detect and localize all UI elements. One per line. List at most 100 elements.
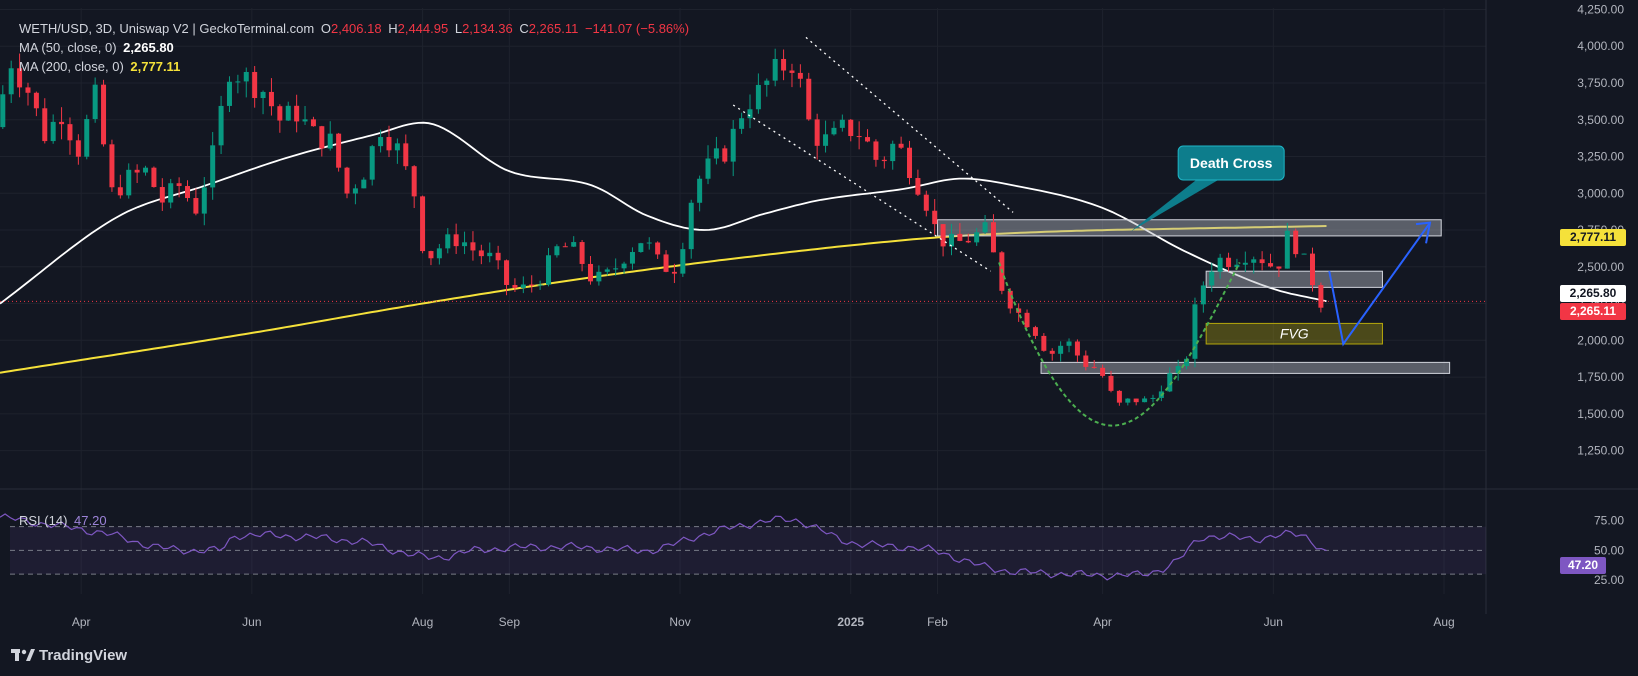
candle-body [462, 242, 468, 247]
time-axis[interactable]: Apr Jun Aug Sep Nov 2025 Feb Apr Jun Aug [72, 615, 1455, 629]
rsi-tick-label: 50.00 [1594, 543, 1624, 557]
death-cross-pointer [1130, 180, 1219, 232]
candle-body [957, 233, 963, 241]
candle-body [176, 183, 182, 187]
ma50-line [0, 121, 1327, 305]
candle-body [235, 81, 241, 83]
candle-body [302, 119, 308, 122]
candle-body [940, 224, 946, 247]
candle-body [839, 119, 845, 128]
candle-body [420, 196, 426, 252]
candle-body [92, 84, 98, 120]
rsi-legend[interactable]: RSI (14) 47.20 [19, 513, 110, 528]
candle-body [1301, 253, 1307, 255]
candle-body [604, 269, 610, 272]
candle-body [84, 119, 90, 157]
candle-body [1100, 367, 1106, 376]
candle-body [1116, 390, 1122, 403]
candle-body [596, 271, 602, 282]
rsi-value-badge: 47.20 [1560, 557, 1606, 574]
candle-body [520, 284, 526, 288]
price-tick-label: 1,750.00 [1577, 370, 1624, 384]
symbol-title[interactable]: WETH/USD, 3D, Uniswap V2 | GeckoTerminal… [19, 21, 315, 36]
candle-body [772, 58, 778, 81]
candle-body [629, 252, 635, 264]
candle-body [1066, 341, 1072, 346]
candle-body [478, 250, 484, 257]
candle-body [1226, 257, 1232, 268]
candle-body [226, 81, 232, 106]
candle-body [865, 137, 871, 142]
ma200-legend[interactable]: MA (200, close, 0) 2,777.11 [19, 59, 183, 74]
candle-body [881, 159, 887, 162]
high-value: 2,444.95 [397, 21, 449, 36]
close-label: C [519, 21, 529, 36]
candle-body [126, 169, 132, 196]
ma200-series [0, 225, 1327, 374]
candle-body [101, 84, 107, 145]
candle-body [856, 136, 862, 138]
candle-body [1318, 285, 1324, 308]
candle-body [1142, 398, 1148, 403]
time-tick-label: Jun [1264, 615, 1283, 629]
resistance-zone [936, 219, 1442, 237]
candle-body [764, 80, 770, 85]
candle-body [554, 246, 560, 256]
candle-body [1259, 259, 1265, 264]
high-label: H [388, 21, 398, 36]
candle-body [369, 146, 375, 180]
ma50-legend[interactable]: MA (50, close, 0) 2,265.80 [19, 40, 177, 55]
candle-body [529, 284, 535, 286]
candle-body [117, 187, 123, 196]
projection-arrowhead [1415, 221, 1432, 244]
candle-body [193, 198, 199, 214]
close-value: 2,265.11 [528, 21, 579, 36]
candle-body [109, 144, 115, 188]
candle-body [201, 187, 207, 214]
tradingview-logo-icon [11, 649, 35, 661]
candle-body [671, 271, 677, 274]
time-tick-label: Nov [669, 615, 690, 629]
candle-body [1276, 266, 1282, 269]
low-value: 2,134.36 [462, 21, 513, 36]
death-cross-label: Death Cross [1190, 155, 1273, 171]
candle-body [948, 233, 954, 247]
candle-body [411, 166, 417, 197]
candle-body [806, 78, 812, 120]
candles [0, 48, 1324, 406]
rsi-label: RSI (14) [19, 513, 68, 528]
candle-body [890, 143, 896, 162]
candle-body [1184, 358, 1190, 367]
candle-body [310, 119, 316, 127]
candle-body [873, 141, 879, 160]
candle-body [663, 254, 669, 272]
candle-body [319, 126, 325, 149]
candle-body [907, 147, 913, 179]
candle-body [436, 248, 442, 259]
candle-body [713, 148, 719, 159]
candle-body [168, 183, 174, 203]
candle-body [1024, 312, 1030, 328]
candle-body [75, 140, 81, 157]
candle-body [151, 167, 157, 188]
candle-body [159, 187, 165, 203]
candle-body [50, 121, 56, 142]
grid [0, 0, 1638, 614]
candle-body [814, 119, 820, 146]
candle-body [1192, 304, 1198, 359]
tradingview-brand[interactable]: TradingView [11, 647, 127, 664]
candle-body [1049, 350, 1055, 354]
candle-body [848, 119, 854, 137]
candle-body [210, 145, 216, 188]
zones: FVG [936, 219, 1451, 374]
price-tick-label: 4,000.00 [1577, 39, 1624, 53]
drawings: Death Cross [732, 36, 1432, 427]
open-label: O [320, 21, 331, 36]
candle-body [789, 70, 795, 73]
candle-body [823, 134, 829, 146]
fvg-label: FVG [1280, 326, 1309, 342]
candle-body [260, 91, 266, 99]
price-tick-label: 3,250.00 [1577, 150, 1624, 164]
candle-body [1251, 259, 1257, 263]
